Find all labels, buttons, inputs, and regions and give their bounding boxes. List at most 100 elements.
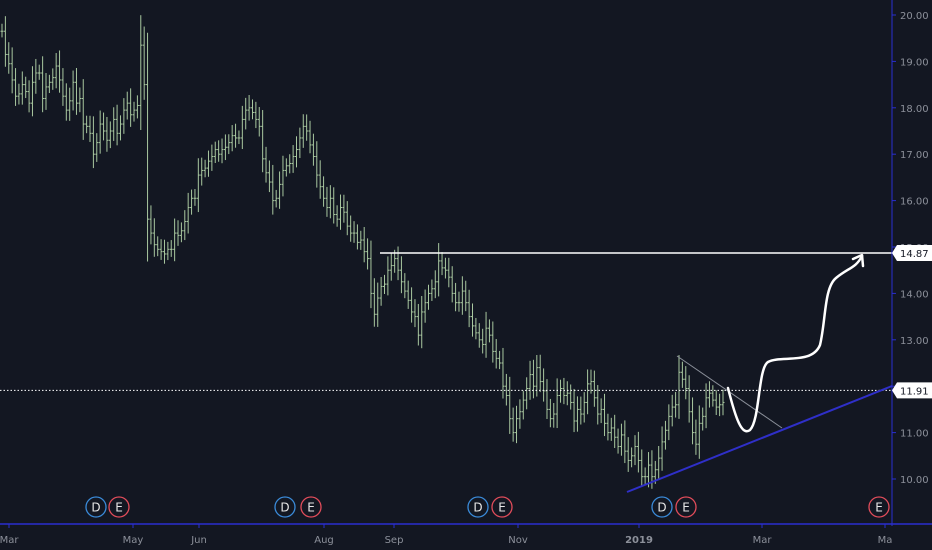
earnings-marker[interactable]: E [675, 496, 697, 518]
ohlc-bar [162, 239, 166, 264]
ohlc-bar [345, 201, 349, 236]
svg-text:11.91: 11.91 [900, 386, 929, 397]
y-tick: 16.00 [892, 197, 929, 208]
ohlc-bar [515, 405, 519, 444]
svg-text:E: E [875, 501, 883, 515]
ohlc-bar [714, 390, 718, 416]
ohlc-bar [186, 192, 190, 234]
y-tick: 10.00 [892, 475, 929, 486]
ohlc-bar [88, 115, 92, 142]
ohlc-bar [596, 385, 600, 425]
ohlc-bar [267, 160, 271, 193]
time-axis-labels: Mar May Jun Aug Sep Nov 2019 Mar Ma [0, 524, 892, 546]
dividend-marker[interactable]: D [274, 496, 296, 518]
ohlc-bar [183, 210, 187, 241]
y-tick: 13.00 [892, 336, 929, 347]
ohlc-bar [460, 276, 464, 315]
ohlc-bar [274, 189, 278, 208]
ohlc-bar [318, 160, 322, 199]
ohlc-bar [247, 94, 251, 121]
ohlc-bar [427, 284, 431, 310]
ohlc-bar [454, 282, 458, 312]
ohlc-bar [250, 99, 254, 120]
dividend-marker[interactable]: D [651, 496, 673, 518]
ohlc-bar [379, 276, 383, 306]
y-tick: 18.00 [892, 104, 929, 115]
ohlc-bar [135, 95, 139, 119]
ohlc-bar [98, 110, 102, 154]
svg-text:Sep: Sep [385, 535, 404, 546]
ohlc-bar [562, 377, 566, 405]
ohlc-bar [61, 68, 65, 106]
ohlc-bar [254, 101, 258, 129]
svg-text:17.00: 17.00 [900, 150, 929, 161]
dividend-marker[interactable]: D [85, 496, 107, 518]
ohlc-bar [118, 115, 122, 141]
dividend-marker[interactable]: D [467, 496, 489, 518]
ohlc-bar [14, 68, 18, 106]
ohlc-bar [484, 311, 488, 358]
ohlc-bar [447, 257, 451, 288]
ohlc-bar [491, 321, 495, 363]
ohlc-bar [606, 413, 610, 441]
svg-text:E: E [498, 501, 506, 515]
ohlc-bar [27, 80, 31, 113]
earnings-marker[interactable]: E [300, 496, 322, 518]
ohlc-bar [386, 256, 390, 296]
ohlc-bar [338, 194, 342, 230]
ohlc-bar [535, 355, 539, 397]
ohlc-bar [423, 289, 427, 323]
x-tick: 2019 [625, 524, 653, 546]
ohlc-bar [399, 256, 403, 294]
projection-arrow-head [851, 253, 865, 268]
ohlc-bar [206, 150, 210, 177]
ohlc-bar [579, 396, 583, 425]
ohlc-bar [54, 53, 58, 89]
ohlc-bar [261, 110, 265, 173]
ohlc-bar [291, 145, 295, 173]
ohlc-bar [437, 243, 441, 297]
ohlc-bar [376, 282, 380, 327]
ohlc-bar [220, 138, 224, 164]
ohlc-bar [166, 241, 170, 261]
ohlc-bar [244, 97, 248, 130]
ohlc-bar [575, 396, 579, 432]
ohlc-bar [115, 104, 119, 146]
ohlc-bar [149, 205, 153, 245]
ohlc-bar [684, 366, 688, 400]
ohlc-bar [494, 339, 498, 369]
ohlc-bar [623, 420, 627, 464]
ohlc-bar [169, 240, 173, 257]
ohlc-bar [227, 134, 231, 155]
svg-text:11.00: 11.00 [900, 429, 929, 440]
ohlc-bar [81, 79, 85, 140]
svg-text:Nov: Nov [508, 535, 528, 546]
support-trendline[interactable] [626, 385, 893, 493]
ohlc-bar [592, 370, 596, 407]
ohlc-bar [159, 239, 163, 260]
earnings-marker[interactable]: E [868, 496, 890, 518]
x-tick: Mar [753, 524, 772, 546]
svg-text:16.00: 16.00 [900, 197, 929, 208]
ohlc-bar [17, 83, 21, 105]
earnings-marker[interactable]: E [108, 496, 130, 518]
ohlc-bars [0, 15, 725, 489]
ohlc-bar [501, 347, 505, 399]
svg-text:Mar: Mar [0, 535, 19, 546]
ohlc-bar [91, 116, 95, 169]
ohlc-bar [647, 452, 651, 488]
earnings-marker[interactable]: E [491, 496, 513, 518]
svg-text:Jun: Jun [190, 535, 207, 546]
ohlc-bar [342, 194, 346, 223]
ohlc-bar [223, 134, 227, 161]
projection-arrow-path[interactable] [726, 254, 864, 433]
ohlc-bar [450, 266, 454, 303]
ohlc-bar [701, 407, 705, 431]
ohlc-bar [284, 158, 288, 177]
ohlc-bar [369, 240, 373, 309]
ohlc-bar [477, 323, 481, 348]
ohlc-bar [406, 280, 410, 309]
ohlc-bar [305, 114, 309, 141]
ohlc-bar [301, 114, 305, 148]
